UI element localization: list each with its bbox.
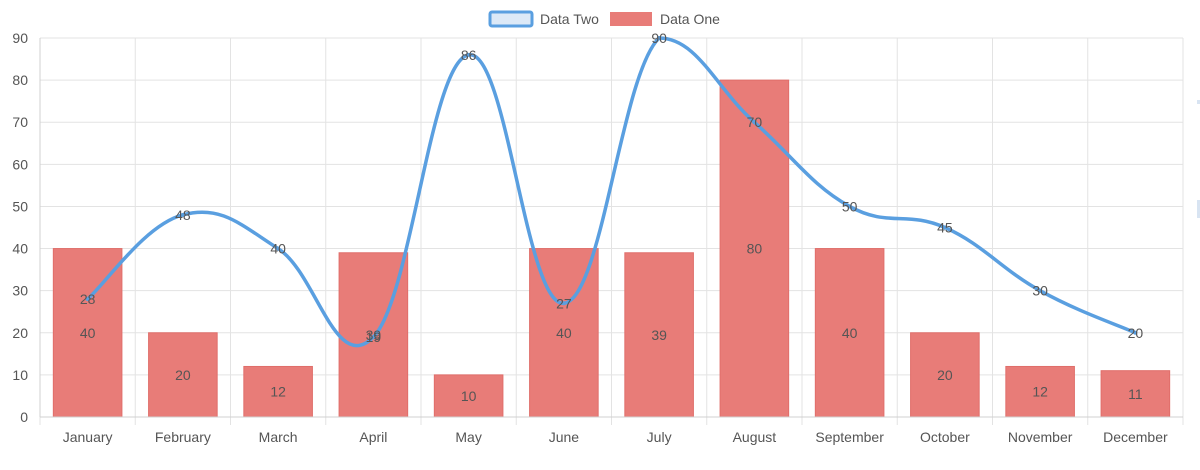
x-tick-label: January xyxy=(63,429,113,445)
line-point[interactable] xyxy=(276,246,281,251)
line-value-label: 70 xyxy=(747,114,763,130)
line-value-label: 30 xyxy=(1032,283,1048,299)
y-tick-label: 0 xyxy=(20,409,28,425)
y-tick-label: 70 xyxy=(12,114,28,130)
line-value-label: 27 xyxy=(556,295,572,311)
line-point[interactable] xyxy=(1038,288,1043,293)
x-tick-label: November xyxy=(1008,429,1073,445)
y-tick-label: 90 xyxy=(12,30,28,46)
legend-swatch xyxy=(488,10,534,28)
x-tick-label: May xyxy=(455,429,481,445)
legend-label: Data Two xyxy=(540,11,599,27)
line-point[interactable] xyxy=(466,52,471,57)
line-value-label: 86 xyxy=(461,47,477,63)
bar-value-label: 20 xyxy=(175,367,191,383)
x-tick-label: August xyxy=(733,429,777,445)
line-point[interactable] xyxy=(180,212,185,217)
legend-swatch xyxy=(610,12,652,26)
x-tick-label: June xyxy=(549,429,580,445)
line-value-label: 28 xyxy=(80,291,96,307)
bar[interactable] xyxy=(910,332,980,418)
bar-value-label: 20 xyxy=(937,367,953,383)
x-tick-label: April xyxy=(359,429,387,445)
line-value-label: 45 xyxy=(937,220,953,236)
legend-label: Data One xyxy=(660,11,720,27)
bar-value-label: 39 xyxy=(651,327,667,343)
x-tick-label: December xyxy=(1103,429,1168,445)
bar-value-label: 40 xyxy=(80,325,96,341)
bar[interactable] xyxy=(814,248,885,418)
bar-value-label: 40 xyxy=(842,325,858,341)
bar[interactable] xyxy=(148,332,218,418)
legend: Data Two Data One xyxy=(488,10,720,28)
bar-value-label: 80 xyxy=(747,241,763,257)
legend-item[interactable]: Data One xyxy=(610,11,720,27)
bar-value-label: 40 xyxy=(556,325,572,341)
line-value-label: 20 xyxy=(1128,325,1144,341)
line-value-label: 48 xyxy=(175,207,191,223)
axes: 0 10 20 30 40 50 60 70 80 90 January February March A… xyxy=(12,30,1183,445)
bar[interactable] xyxy=(624,252,694,418)
y-tick-label: 30 xyxy=(12,283,28,299)
line-value-label: 50 xyxy=(842,198,858,214)
bar-value-label: 12 xyxy=(270,384,286,400)
legend-item[interactable]: Data Two xyxy=(488,10,599,28)
line-point[interactable] xyxy=(85,297,90,302)
x-tick-label: September xyxy=(815,429,884,445)
bar-value-label: 10 xyxy=(461,388,477,404)
line-value-label: 19 xyxy=(366,329,382,345)
bar-value-label: 11 xyxy=(1128,386,1143,402)
line-series xyxy=(85,36,1138,348)
line-value-label: 90 xyxy=(651,30,667,46)
data-labels: 40 20 12 39 10 40 39 80 40 20 12 11 28 48 40 19 86 27 90 70… xyxy=(80,30,1144,404)
line-point[interactable] xyxy=(942,225,947,230)
bar[interactable] xyxy=(719,79,790,418)
line-point[interactable] xyxy=(561,301,566,306)
line-point[interactable] xyxy=(752,120,757,125)
y-tick-label: 60 xyxy=(12,156,28,172)
y-tick-label: 80 xyxy=(12,72,28,88)
bar-value-label: 39 xyxy=(366,327,382,343)
edge-marker xyxy=(1197,100,1200,104)
x-tick-label: March xyxy=(259,429,298,445)
y-tick-label: 10 xyxy=(12,367,28,383)
y-tick-label: 20 xyxy=(12,325,28,341)
line-point[interactable] xyxy=(371,334,376,339)
bar[interactable] xyxy=(243,365,313,418)
grid xyxy=(39,37,1184,425)
y-tick-label: 50 xyxy=(12,198,28,214)
line-value-label: 40 xyxy=(270,241,286,257)
bar[interactable] xyxy=(1100,370,1171,418)
bar-value-label: 12 xyxy=(1032,384,1048,400)
x-tick-label: February xyxy=(155,429,211,445)
x-tick-label: October xyxy=(920,429,970,445)
edge-marker xyxy=(1197,200,1200,218)
line-point[interactable] xyxy=(847,204,852,209)
line-point[interactable] xyxy=(657,36,662,40)
bar[interactable] xyxy=(1005,365,1075,418)
line-point[interactable] xyxy=(1133,330,1138,335)
y-tick-label: 40 xyxy=(12,241,28,257)
x-tick-label: July xyxy=(647,429,672,445)
